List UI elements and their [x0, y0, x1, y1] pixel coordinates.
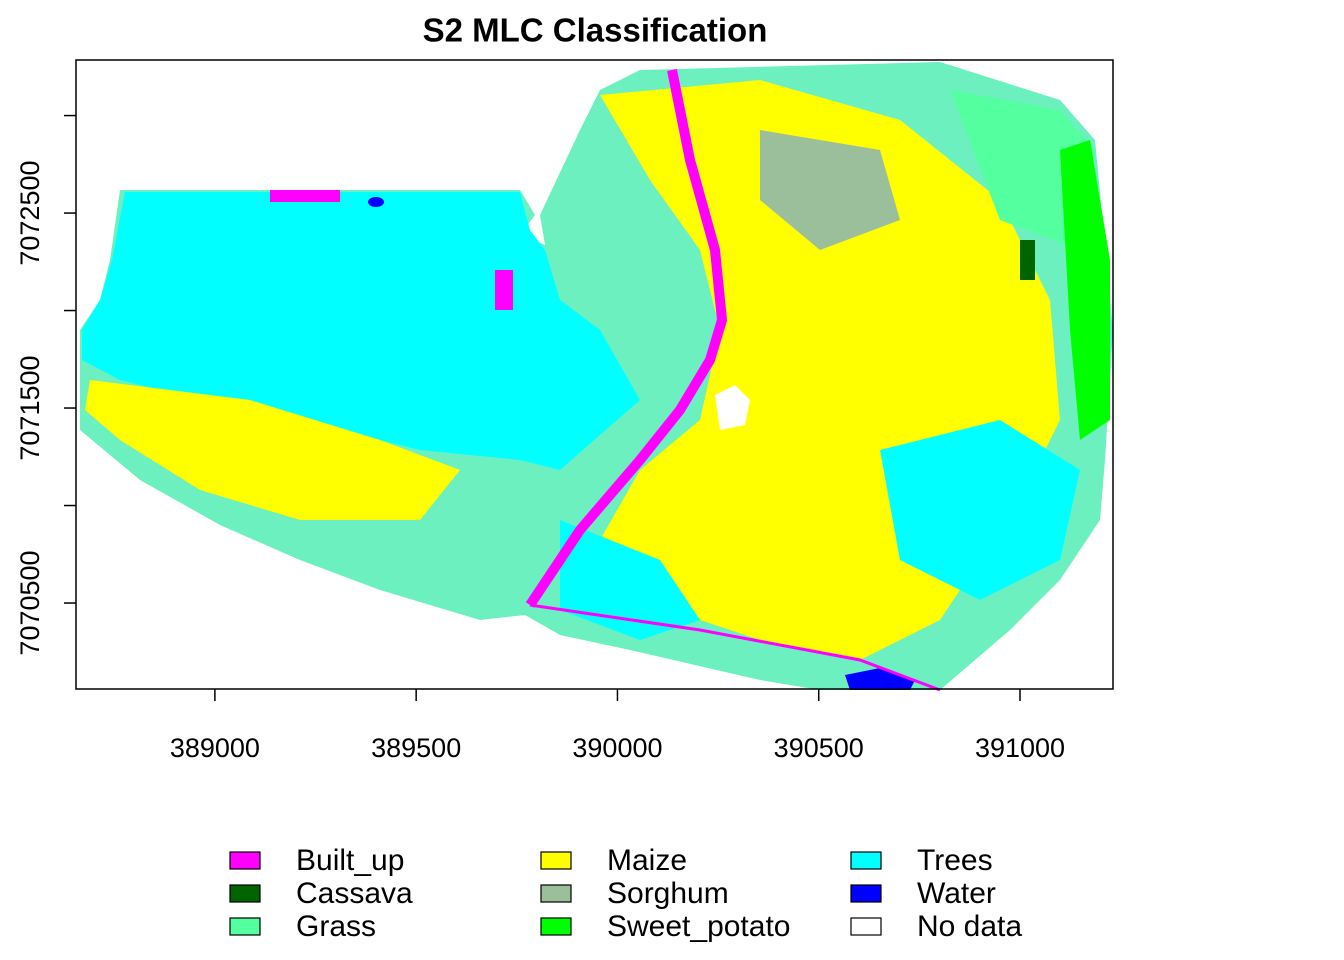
legend-label: Water [917, 877, 996, 910]
legend-swatch [540, 851, 572, 870]
legend-label: Cassava [296, 877, 413, 910]
trees-area [560, 520, 700, 640]
grass-area [950, 90, 1095, 250]
legend-label: Sweet_potato [607, 910, 790, 943]
y-tick-label: 7070500 [15, 550, 45, 655]
x-tick-label: 390000 [572, 733, 662, 763]
trees-area [880, 420, 1080, 600]
y-tick-label: 7071500 [15, 355, 45, 460]
axes: 389000 389500 390000 390500 391000 7070500 707… [15, 59, 1114, 763]
built-up-patch [270, 190, 340, 202]
legend-label: Sorghum [607, 877, 729, 910]
sorghum-area [760, 130, 900, 250]
x-tick-label: 391000 [975, 733, 1065, 763]
maize-area [85, 380, 460, 520]
plot-frame [75, 59, 1114, 690]
legend-swatch [540, 917, 572, 936]
legend-label: Maize [607, 844, 687, 877]
cassava-area [1020, 240, 1035, 280]
legend-swatch [229, 884, 261, 903]
built-up-patch [495, 270, 513, 310]
legend-swatch [850, 851, 882, 870]
x-tick-label: 389500 [371, 733, 461, 763]
legend-swatch [850, 917, 882, 936]
legend-swatch [540, 884, 572, 903]
x-tick-label: 390500 [774, 733, 864, 763]
legend-swatch [229, 917, 261, 936]
chart-title: S2 MLC Classification [423, 12, 768, 49]
sweet-potato-area [1060, 140, 1110, 440]
legend-swatch [850, 884, 882, 903]
water-area [845, 668, 915, 690]
no-data-patch [715, 385, 750, 430]
legend-label: Grass [296, 910, 376, 943]
road [525, 69, 728, 608]
y-tick-label: 7072500 [15, 160, 45, 265]
legend-label: Built_up [296, 844, 404, 877]
legend-label: Trees [917, 844, 993, 877]
road [529, 603, 941, 692]
x-tick-label: 389000 [170, 733, 260, 763]
classified-raster [80, 62, 1113, 692]
legend-swatch [229, 851, 261, 870]
water-area [368, 197, 384, 207]
legend-label: No data [917, 910, 1022, 943]
